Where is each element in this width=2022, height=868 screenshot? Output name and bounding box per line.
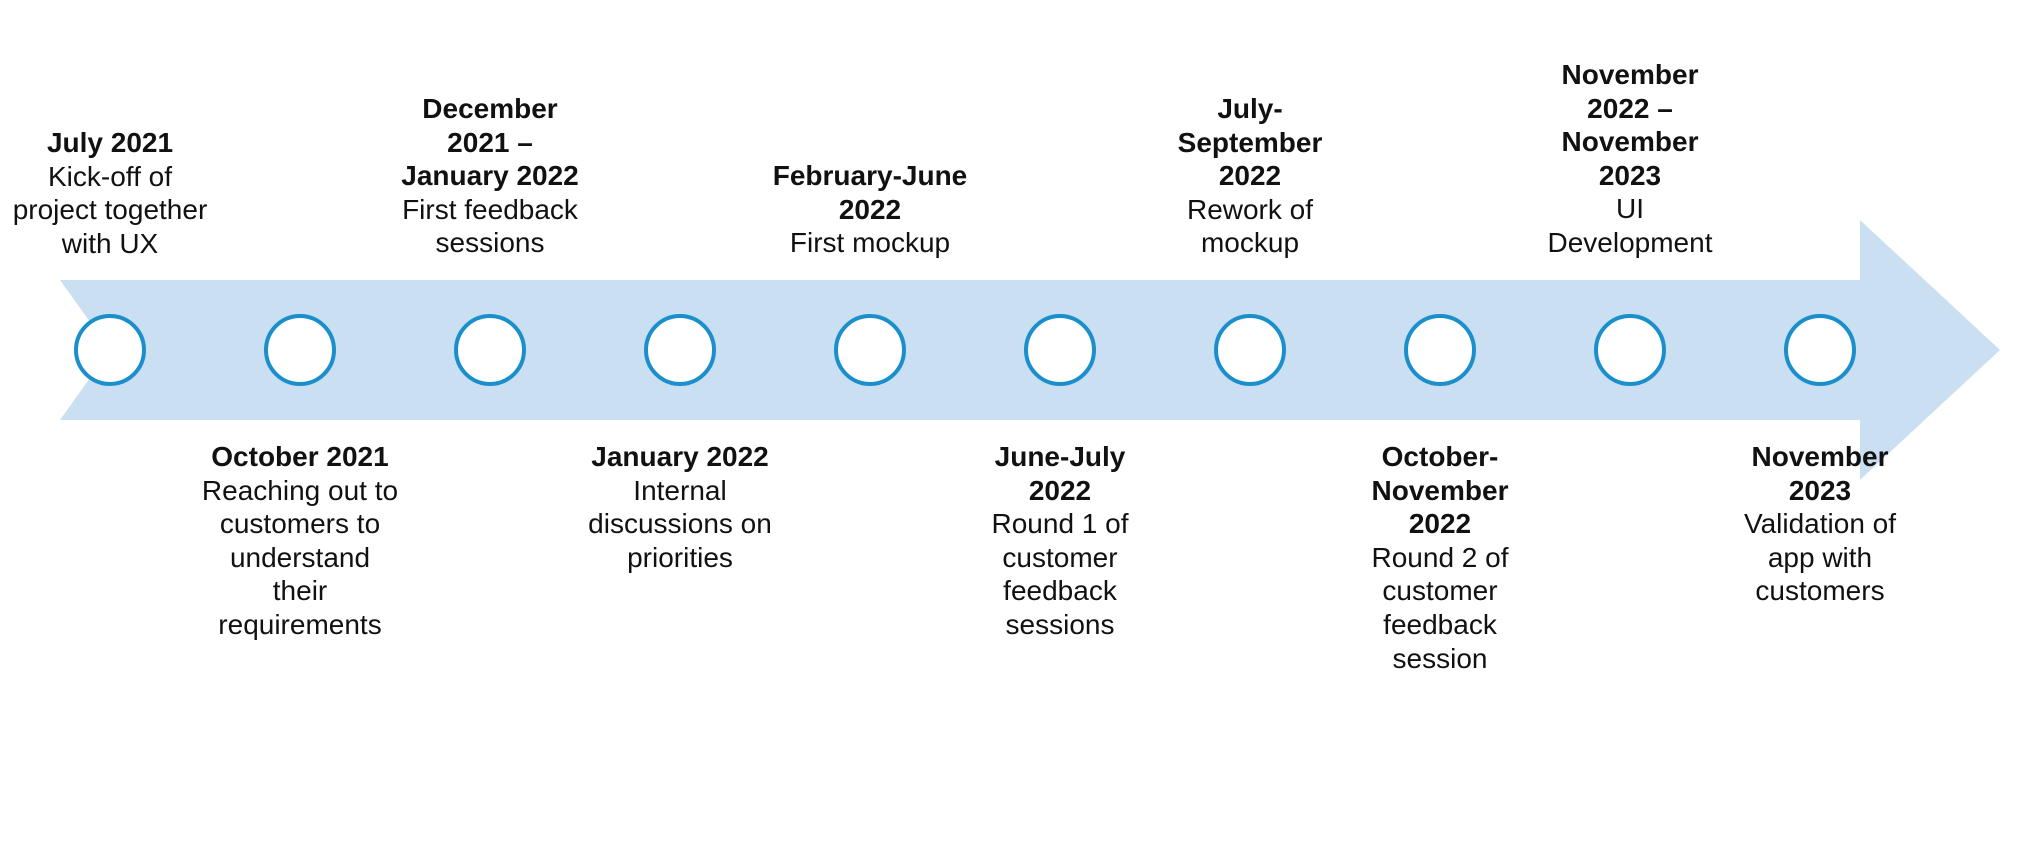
milestone-description: Rework of mockup bbox=[1150, 193, 1350, 260]
timeline-marker bbox=[74, 314, 146, 386]
milestone-label: June-July 2022Round 1 of customer feedba… bbox=[960, 440, 1160, 642]
timeline-marker bbox=[1024, 314, 1096, 386]
milestone-description: Reaching out to customers to understand … bbox=[200, 474, 400, 642]
timeline-marker bbox=[1784, 314, 1856, 386]
timeline-marker bbox=[454, 314, 526, 386]
milestone-description: First feedback sessions bbox=[390, 193, 590, 260]
milestone-label: December 2021 – January 2022First feedba… bbox=[390, 92, 590, 260]
milestone-date: February-June 2022 bbox=[770, 159, 970, 226]
milestone-date: January 2022 bbox=[580, 440, 780, 474]
milestone-date: November 2023 bbox=[1720, 440, 1920, 507]
milestone-description: First mockup bbox=[770, 226, 970, 260]
milestone-label: July 2021Kick-off of project together wi… bbox=[10, 126, 210, 260]
milestone-description: Kick-off of project together with UX bbox=[10, 160, 210, 261]
milestone-description: UI Development bbox=[1530, 192, 1730, 259]
milestone-description: Round 2 of customer feedback session bbox=[1340, 541, 1540, 675]
milestone-date: July 2021 bbox=[10, 126, 210, 160]
timeline-stage: July 2021Kick-off of project together wi… bbox=[0, 0, 2022, 868]
timeline-marker bbox=[264, 314, 336, 386]
timeline-marker bbox=[1404, 314, 1476, 386]
milestone-label: October 2021Reaching out to customers to… bbox=[200, 440, 400, 642]
milestone-date: November 2022 – November 2023 bbox=[1530, 58, 1730, 192]
milestone-date: July-September 2022 bbox=[1150, 92, 1350, 193]
timeline-marker bbox=[834, 314, 906, 386]
timeline-marker bbox=[1214, 314, 1286, 386]
milestone-description: Round 1 of customer feedback sessions bbox=[960, 507, 1160, 641]
milestone-label: November 2023Validation of app with cust… bbox=[1720, 440, 1920, 608]
milestone-date: October 2021 bbox=[200, 440, 400, 474]
timeline-marker bbox=[1594, 314, 1666, 386]
milestone-label: January 2022Internal discussions on prio… bbox=[580, 440, 780, 574]
milestone-label: February-June 2022First mockup bbox=[770, 159, 970, 260]
milestone-date: June-July 2022 bbox=[960, 440, 1160, 507]
milestone-description: Internal discussions on priorities bbox=[580, 474, 780, 575]
milestone-date: December 2021 – January 2022 bbox=[390, 92, 590, 193]
timeline-marker bbox=[644, 314, 716, 386]
milestone-date: October-November 2022 bbox=[1340, 440, 1540, 541]
milestone-description: Validation of app with customers bbox=[1720, 507, 1920, 608]
milestone-label: July-September 2022Rework of mockup bbox=[1150, 92, 1350, 260]
milestone-label: November 2022 – November 2023UI Developm… bbox=[1530, 58, 1730, 260]
milestone-label: October-November 2022Round 2 of customer… bbox=[1340, 440, 1540, 675]
